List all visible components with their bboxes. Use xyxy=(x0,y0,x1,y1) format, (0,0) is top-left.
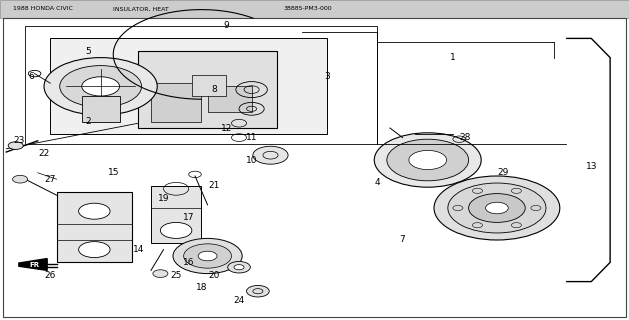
Text: 26: 26 xyxy=(45,271,56,280)
Circle shape xyxy=(409,150,447,170)
Bar xyxy=(57,192,132,262)
Circle shape xyxy=(253,146,288,164)
Circle shape xyxy=(82,77,120,96)
Text: 19: 19 xyxy=(158,194,169,203)
Circle shape xyxy=(448,183,546,233)
Text: 14: 14 xyxy=(133,245,144,254)
Bar xyxy=(0,0,629,18)
Circle shape xyxy=(173,238,242,274)
Text: 20: 20 xyxy=(208,271,220,280)
Text: 17: 17 xyxy=(183,213,194,222)
Text: 15: 15 xyxy=(108,168,119,177)
Circle shape xyxy=(13,175,28,183)
Text: 16: 16 xyxy=(183,258,194,267)
Bar xyxy=(208,86,252,112)
Text: 18: 18 xyxy=(196,284,207,292)
Text: 9: 9 xyxy=(223,21,230,30)
Bar xyxy=(151,83,201,122)
Circle shape xyxy=(234,265,244,270)
Text: 2: 2 xyxy=(86,117,91,126)
Text: 22: 22 xyxy=(38,149,50,158)
Text: 38885-PM3-000: 38885-PM3-000 xyxy=(283,6,331,12)
Text: 28: 28 xyxy=(460,133,471,142)
Circle shape xyxy=(60,66,142,107)
Circle shape xyxy=(160,222,192,238)
Circle shape xyxy=(44,58,157,115)
Text: 10: 10 xyxy=(246,156,257,164)
Circle shape xyxy=(434,176,560,240)
Text: 4: 4 xyxy=(375,178,380,187)
Text: 7: 7 xyxy=(399,236,406,244)
Circle shape xyxy=(247,285,269,297)
Text: 21: 21 xyxy=(208,181,220,190)
Circle shape xyxy=(79,203,110,219)
Text: 5: 5 xyxy=(85,47,91,56)
Bar xyxy=(192,75,226,96)
Text: 1988 HONDA CIVIC: 1988 HONDA CIVIC xyxy=(13,6,72,12)
Circle shape xyxy=(374,133,481,187)
Circle shape xyxy=(486,202,508,214)
Circle shape xyxy=(387,139,469,181)
Circle shape xyxy=(153,270,168,277)
Text: 24: 24 xyxy=(233,296,245,305)
Polygon shape xyxy=(19,259,47,270)
Bar xyxy=(50,38,327,134)
Text: 1: 1 xyxy=(450,53,456,62)
Text: FR: FR xyxy=(29,262,39,268)
Text: 27: 27 xyxy=(45,175,56,184)
Text: 3: 3 xyxy=(324,72,330,81)
Bar xyxy=(82,96,120,122)
Text: INSULATOR, HEAT: INSULATOR, HEAT xyxy=(113,6,169,12)
Circle shape xyxy=(184,244,231,268)
Text: 23: 23 xyxy=(13,136,25,145)
Circle shape xyxy=(79,242,110,258)
Circle shape xyxy=(8,142,23,149)
Text: 6: 6 xyxy=(28,72,35,81)
Text: 25: 25 xyxy=(170,271,182,280)
Text: 13: 13 xyxy=(586,162,597,171)
Bar xyxy=(138,51,277,128)
Bar xyxy=(151,186,201,243)
Text: 11: 11 xyxy=(246,133,257,142)
Circle shape xyxy=(198,251,217,261)
Text: 29: 29 xyxy=(498,168,509,177)
Circle shape xyxy=(469,194,525,222)
Text: 8: 8 xyxy=(211,85,217,94)
Bar xyxy=(25,26,377,144)
Circle shape xyxy=(228,261,250,273)
Text: 12: 12 xyxy=(221,124,232,132)
